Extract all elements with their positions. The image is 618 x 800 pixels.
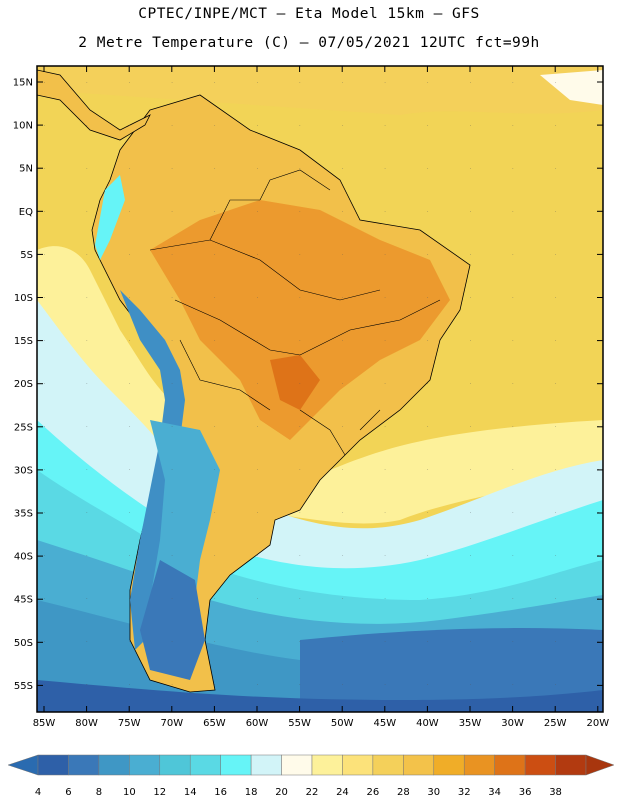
colorbar-label: 28 xyxy=(397,787,410,798)
colorbar-swatch xyxy=(98,754,130,776)
colorbar-label: 18 xyxy=(245,787,258,798)
lat-label: 25S xyxy=(14,422,33,433)
lon-label: 75W xyxy=(118,718,141,729)
lat-label: 15S xyxy=(14,336,33,347)
lon-label: 30W xyxy=(501,718,524,729)
lat-label: 50S xyxy=(14,638,33,649)
lon-label: 80W xyxy=(75,718,98,729)
colorbar-label: 16 xyxy=(214,787,227,798)
lat-label: 40S xyxy=(14,552,33,563)
colorbar-swatch xyxy=(68,754,100,776)
colorbar-label: 20 xyxy=(275,787,288,798)
colorbar-swatch xyxy=(37,754,69,776)
map-subtitle: 2 Metre Temperature (C) – 07/05/2021 12U… xyxy=(78,35,540,51)
colorbar-label: 8 xyxy=(96,787,102,798)
colorbar-swatch xyxy=(524,754,556,776)
lat-label: 45S xyxy=(14,595,33,606)
lat-label: EQ xyxy=(19,207,33,218)
lat-label: 15N xyxy=(13,78,33,89)
colorbar-swatch xyxy=(433,754,465,776)
colorbar-label: 38 xyxy=(549,787,562,798)
lon-label: 50W xyxy=(331,718,354,729)
lon-label: 55W xyxy=(288,718,311,729)
colorbar-label: 26 xyxy=(367,787,380,798)
colorbar-label: 34 xyxy=(488,787,501,798)
colorbar-swatch xyxy=(281,754,313,776)
lon-label: 85W xyxy=(33,718,56,729)
colorbar-swatch xyxy=(494,754,526,776)
lat-label: 55S xyxy=(14,681,33,692)
colorbar-label: 6 xyxy=(65,787,71,798)
colorbar-high-arrow xyxy=(585,754,615,776)
lat-label: 5N xyxy=(19,164,33,175)
lon-label: 35W xyxy=(459,718,482,729)
colorbar-label: 14 xyxy=(184,787,197,798)
lon-label: 20W xyxy=(586,718,609,729)
latitude-axis: 15N 10N 5N EQ 5S 10S 15S 20S 25S 30S 35S 40S 45S 50S 5… xyxy=(13,78,603,692)
colorbar-label: 24 xyxy=(336,787,349,798)
colorbar-swatch xyxy=(189,754,221,776)
map-title: CPTEC/INPE/MCT – Eta Model 15km – GFS xyxy=(138,6,480,22)
colorbar-label: 30 xyxy=(427,787,440,798)
colorbar-label: 32 xyxy=(458,787,471,798)
lat-label: 30S xyxy=(14,465,33,476)
longitude-axis: 85W 80W 75W 70W 65W 60W 55W 50W 45W 40W 35W 30W 25W 2… xyxy=(33,66,609,729)
colorbar-swatch xyxy=(372,754,404,776)
lon-label: 45W xyxy=(373,718,396,729)
colorbar-label: 22 xyxy=(306,787,319,798)
lat-label: 5S xyxy=(20,250,33,261)
colorbar-swatch xyxy=(342,754,374,776)
colorbar-swatch xyxy=(311,754,343,776)
colorbar-low-arrow xyxy=(7,754,39,776)
colorbar-label: 12 xyxy=(153,787,166,798)
colorbar-label: 10 xyxy=(123,787,136,798)
grid-dots xyxy=(37,66,603,712)
plot-area xyxy=(37,66,603,712)
lon-label: 25W xyxy=(544,718,567,729)
colorbar: 4 6 8 10 12 14 16 18 20 22 24 26 28 30 32 34 36 38 xyxy=(7,754,615,798)
colorbar-swatch xyxy=(403,754,435,776)
lon-label: 65W xyxy=(203,718,226,729)
colorbar-label: 4 xyxy=(35,787,41,798)
colorbar-swatch xyxy=(220,754,252,776)
plot-frame xyxy=(36,65,604,713)
colorbar-label: 36 xyxy=(519,787,532,798)
lon-label: 40W xyxy=(416,718,439,729)
lat-label: 10S xyxy=(14,293,33,304)
lon-label: 70W xyxy=(160,718,183,729)
colorbar-swatch xyxy=(555,754,587,776)
lat-label: 35S xyxy=(14,509,33,520)
colorbar-swatch xyxy=(159,754,191,776)
colorbar-swatch xyxy=(463,754,495,776)
lon-label: 60W xyxy=(246,718,269,729)
colorbar-swatch xyxy=(250,754,282,776)
lat-label: 10N xyxy=(13,121,33,132)
colorbar-swatch xyxy=(129,754,161,776)
lat-label: 20S xyxy=(14,379,33,390)
